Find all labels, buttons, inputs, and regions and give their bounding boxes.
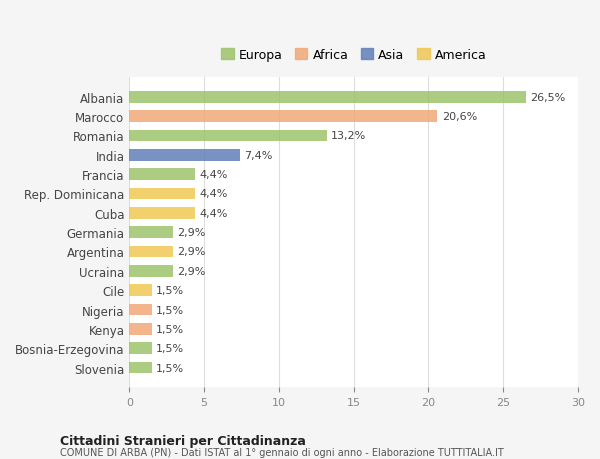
Legend: Europa, Africa, Asia, America: Europa, Africa, Asia, America [216, 44, 491, 67]
Text: 1,5%: 1,5% [156, 324, 184, 334]
Text: 1,5%: 1,5% [156, 343, 184, 353]
Text: 13,2%: 13,2% [331, 131, 367, 141]
Text: 2,9%: 2,9% [177, 228, 206, 238]
Text: 20,6%: 20,6% [442, 112, 477, 122]
Text: 26,5%: 26,5% [530, 93, 565, 102]
Bar [130, 343, 152, 354]
Text: 2,9%: 2,9% [177, 266, 206, 276]
Text: COMUNE DI ARBA (PN) - Dati ISTAT al 1° gennaio di ogni anno - Elaborazione TUTTI: COMUNE DI ARBA (PN) - Dati ISTAT al 1° g… [60, 448, 504, 458]
Bar [130, 207, 195, 219]
Bar [130, 304, 152, 316]
Text: Cittadini Stranieri per Cittadinanza: Cittadini Stranieri per Cittadinanza [60, 434, 306, 447]
Bar [130, 227, 173, 238]
Text: 4,4%: 4,4% [200, 189, 228, 199]
Text: 4,4%: 4,4% [200, 208, 228, 218]
Bar [130, 246, 173, 257]
Text: 7,4%: 7,4% [245, 151, 273, 160]
Text: 1,5%: 1,5% [156, 305, 184, 315]
Bar [130, 285, 152, 297]
Bar [130, 323, 152, 335]
Bar [130, 188, 195, 200]
Text: 4,4%: 4,4% [200, 170, 228, 180]
Bar [130, 92, 526, 103]
Bar [130, 169, 195, 180]
Bar [130, 111, 437, 123]
Bar [130, 265, 173, 277]
Text: 2,9%: 2,9% [177, 247, 206, 257]
Bar [130, 150, 240, 161]
Bar [130, 130, 327, 142]
Bar [130, 362, 152, 374]
Text: 1,5%: 1,5% [156, 363, 184, 373]
Text: 1,5%: 1,5% [156, 285, 184, 296]
